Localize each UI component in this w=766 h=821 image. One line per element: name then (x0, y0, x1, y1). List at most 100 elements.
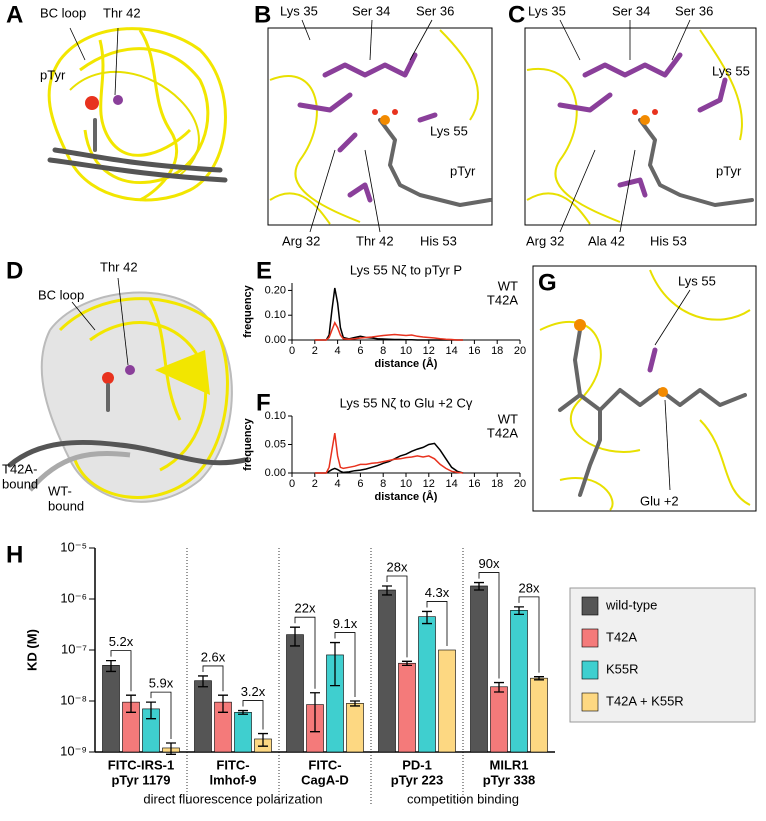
comparison-bracket (294, 616, 316, 689)
structure-label: Lys 35 (528, 3, 566, 18)
comparison-bracket (478, 572, 500, 679)
x-tick-label: 10 (400, 478, 412, 490)
x-tick-label: 16 (468, 345, 480, 357)
chart-title: Lys 55 Nζ to Glu +2 Cγ (340, 395, 473, 410)
x-tick-label: 2 (312, 345, 318, 357)
x-tick-label: 18 (491, 478, 503, 490)
x-tick-label: 18 (491, 345, 503, 357)
x-tick-label: CagA-D (301, 772, 349, 787)
y-tick-label: 0.10 (265, 309, 286, 321)
error-bar (422, 610, 432, 625)
y-tick-label: 10⁻⁶ (60, 590, 87, 605)
error-bar (382, 585, 392, 596)
structure-label: T42A- (2, 461, 37, 476)
structure-label: His 53 (420, 233, 457, 248)
x-axis-label: distance (Å) (375, 490, 438, 503)
error-bar (350, 700, 360, 707)
chart-title: Lys 55 Nζ to pTyr P (350, 262, 462, 277)
structure-label: bound (48, 498, 84, 513)
legend-label: wild-type (605, 597, 657, 612)
x-tick-label: FITC- (308, 757, 341, 772)
structure-label: Ser 36 (416, 3, 454, 18)
legend-label: T42A (487, 425, 518, 440)
x-tick-label: 4 (335, 345, 341, 357)
y-tick-label: 0.10 (265, 410, 286, 422)
comparison-label: 22x (295, 601, 316, 616)
comparison-bracket (334, 632, 356, 697)
error-bar (494, 681, 504, 693)
error-bar (310, 692, 320, 733)
x-tick-label: 8 (380, 345, 386, 357)
structure-label: Lys 55 (712, 63, 750, 78)
line-series (314, 432, 464, 474)
structure-label: Ala 42 (588, 233, 625, 248)
group-label: competition binding (407, 791, 519, 806)
x-axis-label: distance (Å) (375, 357, 438, 370)
x-tick-label: 0 (289, 478, 295, 490)
comparison-bracket (202, 665, 224, 692)
error-bar (198, 675, 208, 688)
error-bar (166, 742, 176, 755)
structure-label: Lys 55 (430, 123, 468, 138)
x-tick-label: pTyr 338 (483, 772, 536, 787)
structure-d: BC loop Thr 42 T42A- bound WT- bound (2, 259, 248, 513)
comparison-bracket (426, 601, 448, 646)
y-tick-label: 10⁻⁸ (60, 692, 87, 707)
structure-label: pTyr (450, 163, 476, 178)
y-axis-label: frequency (242, 417, 254, 470)
structure-label: Glu +2 (640, 493, 679, 508)
error-bar (146, 701, 156, 720)
y-tick-label: 0.05 (265, 438, 286, 450)
bar (530, 677, 548, 753)
structure-a: BC loop Thr 42 pTyr (40, 5, 228, 202)
structure-label: Thr 42 (356, 233, 394, 248)
x-tick-label: 20 (514, 478, 526, 490)
bar (378, 589, 396, 753)
bar (418, 616, 436, 753)
bar (346, 703, 364, 753)
x-tick-label: lmhof-9 (210, 772, 257, 787)
structure-label: Thr 42 (103, 5, 141, 20)
panel-letter: D (6, 257, 23, 284)
y-tick-label: 10⁻⁷ (61, 641, 87, 656)
group-label: direct fluorescence polarization (143, 791, 322, 806)
legend-label: WT (498, 411, 518, 426)
legend-label: T42A + K55R (606, 693, 684, 708)
panel-letter: G (538, 269, 557, 296)
comparison-bracket (110, 650, 132, 692)
legend-swatch (581, 692, 599, 712)
error-bar (258, 732, 268, 747)
comparison-bracket (150, 691, 172, 740)
comparison-bracket (242, 700, 264, 730)
structure-label: Ser 34 (352, 3, 390, 18)
bar (234, 712, 252, 753)
x-tick-label: 12 (423, 345, 435, 357)
bar (470, 585, 488, 753)
comparison-label: 90x (479, 556, 500, 571)
structure-label: Ser 36 (675, 3, 713, 18)
panel-letter: A (6, 1, 23, 28)
comparison-label: 4.3x (425, 585, 450, 600)
structure-label: BC loop (38, 287, 84, 302)
line-series (314, 287, 463, 341)
error-bar (534, 676, 544, 681)
structure-label: WT- (48, 483, 72, 498)
bar (438, 649, 456, 753)
x-tick-label: 6 (357, 345, 363, 357)
y-tick-label: 10⁻⁹ (60, 743, 87, 758)
x-tick-label: 14 (445, 478, 457, 490)
structure-label: BC loop (40, 5, 86, 20)
legend-label: T42A (487, 292, 518, 307)
x-tick-label: 20 (514, 345, 526, 357)
error-bar (106, 659, 116, 673)
comparison-label: 5.9x (149, 676, 174, 691)
bar (286, 634, 304, 753)
y-axis-label: frequency (242, 284, 254, 337)
error-bar (238, 709, 248, 715)
x-tick-label: pTyr 223 (391, 772, 444, 787)
structure-label: Lys 35 (280, 3, 318, 18)
y-tick-label: 10⁻⁵ (60, 539, 87, 554)
error-bar (514, 606, 524, 616)
structure-c: Lys 35 Ser 34 Ser 36 Lys 55 pTyr Arg 32 … (524, 3, 757, 248)
